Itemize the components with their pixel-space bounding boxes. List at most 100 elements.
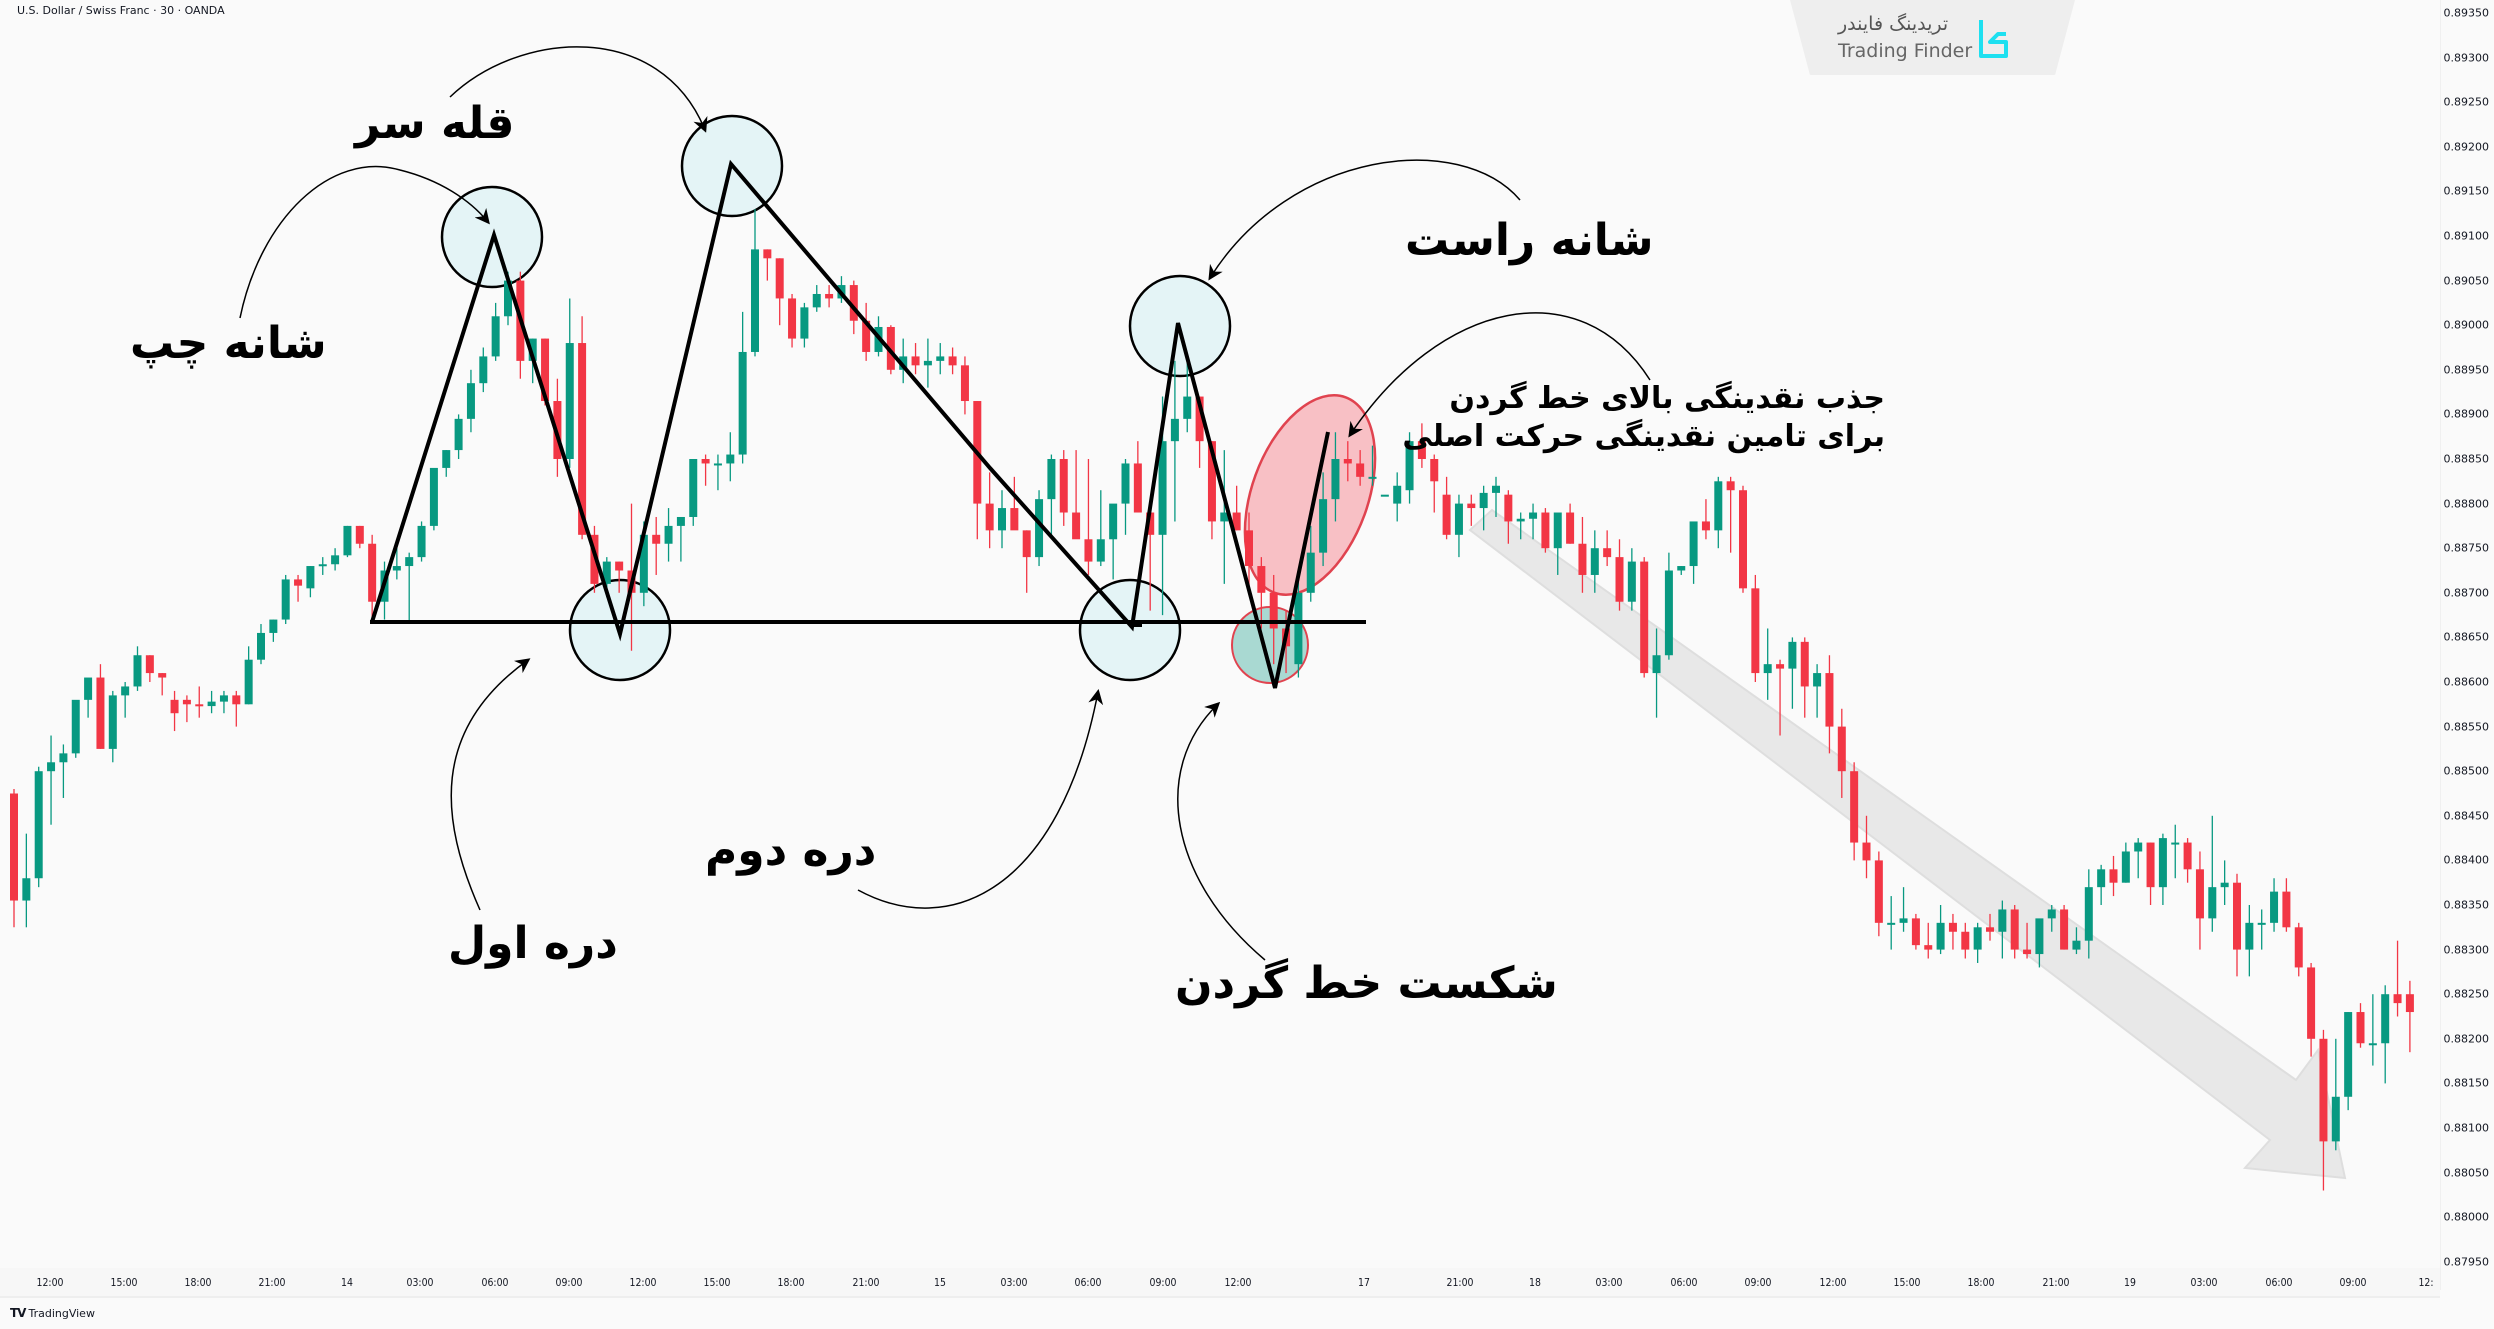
time-tick-label: 12:00 xyxy=(1819,1276,1847,1289)
candle xyxy=(2331,1038,2340,1151)
candle xyxy=(1986,913,1994,941)
candle xyxy=(1133,441,1142,513)
candle xyxy=(1109,503,1118,580)
candle xyxy=(22,833,31,928)
candle xyxy=(244,646,253,705)
candle xyxy=(1257,557,1266,629)
time-tick-label: 15:00 xyxy=(1893,1276,1921,1289)
candle xyxy=(812,285,821,312)
head-shoulders-zigzag xyxy=(370,159,1330,689)
time-tick-label: 19 xyxy=(2124,1276,2136,1289)
time-tick-label: 12: xyxy=(2418,1276,2434,1289)
candle xyxy=(170,690,179,732)
candle xyxy=(1763,628,1772,700)
time-tick-label: 15:00 xyxy=(110,1276,138,1289)
price-axis[interactable]: 0.89350 0.89300 0.89250 0.89200 0.89150 0.891… xyxy=(2440,0,2494,1290)
candle xyxy=(2047,905,2056,932)
candle xyxy=(2097,864,2106,905)
label-liquidity-grab: جذب نقدینگی بالای خط گردن برای تامین نقد… xyxy=(1402,380,1885,455)
candle xyxy=(1047,454,1056,535)
candle xyxy=(1220,450,1229,584)
price-tick-label: 0.89050 xyxy=(2443,274,2490,288)
candle xyxy=(2282,878,2291,932)
time-tick-label: 21:00 xyxy=(1446,1276,1474,1289)
candle xyxy=(2270,878,2279,932)
candle xyxy=(2208,815,2217,932)
pattern-point-circle xyxy=(1078,578,1182,682)
price-tick-label: 0.89100 xyxy=(2443,229,2490,243)
candle xyxy=(1368,445,1377,486)
candle xyxy=(1096,490,1105,567)
time-tick-label: 17 xyxy=(1358,1276,1370,1289)
candle xyxy=(1553,512,1562,575)
candle xyxy=(355,525,364,549)
time-tick-label: 12:00 xyxy=(629,1276,657,1289)
candle xyxy=(911,343,920,375)
time-tick-label: 21:00 xyxy=(258,1276,286,1289)
price-tick-label: 0.88550 xyxy=(2443,720,2490,734)
time-tick-label: 09:00 xyxy=(2339,1276,2367,1289)
tradingview-logo[interactable]: TV TradingView xyxy=(10,1306,95,1320)
time-tick-label: 14 xyxy=(341,1276,353,1289)
candle xyxy=(108,690,117,763)
candle xyxy=(2035,918,2044,968)
price-tick-label: 0.88450 xyxy=(2443,809,2490,823)
time-tick-label: 06:00 xyxy=(2265,1276,2293,1289)
candle xyxy=(1121,459,1130,535)
candle xyxy=(652,516,661,575)
candle xyxy=(1492,476,1500,517)
brand-name-en: Trading Finder xyxy=(1838,40,1973,62)
candle xyxy=(1405,432,1414,504)
candle xyxy=(2134,838,2143,879)
candle xyxy=(2220,860,2229,905)
candle xyxy=(1541,508,1550,553)
time-tick-label: 12:00 xyxy=(36,1276,64,1289)
candle xyxy=(1800,637,1809,718)
candle xyxy=(1331,432,1340,522)
time-tick-label: 09:00 xyxy=(1744,1276,1772,1289)
candle xyxy=(306,566,315,598)
candle xyxy=(343,525,352,558)
time-tick-label: 06:00 xyxy=(1074,1276,1102,1289)
candle xyxy=(10,789,18,928)
candle xyxy=(2257,909,2266,950)
candle xyxy=(1874,851,1883,937)
time-tick-label: 21:00 xyxy=(852,1276,880,1289)
time-axis[interactable]: 12:00 15:00 18:00 21:00 14 03:00 06:00 09:00 12:… xyxy=(0,1268,2440,1298)
candle xyxy=(1380,494,1389,497)
candle xyxy=(1615,539,1624,611)
candle xyxy=(1146,512,1155,611)
candle xyxy=(1356,450,1365,486)
time-tick-label: 15 xyxy=(934,1276,946,1289)
time-tick-label: 18:00 xyxy=(184,1276,212,1289)
candle xyxy=(1788,637,1797,709)
candle xyxy=(71,699,80,758)
callout-right-shoulder xyxy=(1208,159,1521,281)
candle xyxy=(34,766,43,888)
candle xyxy=(2171,824,2180,879)
price-tick-label: 0.88350 xyxy=(2443,898,2490,912)
callout-liquidity xyxy=(1348,312,1651,438)
time-tick-label: 18 xyxy=(1529,1276,1541,1289)
candle xyxy=(257,624,265,665)
candle xyxy=(96,664,105,749)
price-tick-label: 0.88700 xyxy=(2443,586,2490,600)
price-tick-label: 0.88900 xyxy=(2443,407,2490,421)
candle xyxy=(219,690,228,714)
candle xyxy=(1664,552,1673,660)
candle xyxy=(1084,459,1093,575)
price-tick-label: 0.88950 xyxy=(2443,363,2490,377)
candle xyxy=(1627,548,1636,611)
price-tick-label: 0.88600 xyxy=(2443,675,2490,689)
callout-neckline-break xyxy=(1177,701,1266,961)
candle xyxy=(1689,521,1698,584)
candle xyxy=(1899,887,1908,932)
brand-watermark xyxy=(1790,0,2075,75)
candle xyxy=(2158,833,2167,905)
candle xyxy=(158,673,167,696)
price-tick-label: 0.88850 xyxy=(2443,452,2490,466)
candle xyxy=(1739,485,1747,593)
candle xyxy=(1170,360,1179,522)
